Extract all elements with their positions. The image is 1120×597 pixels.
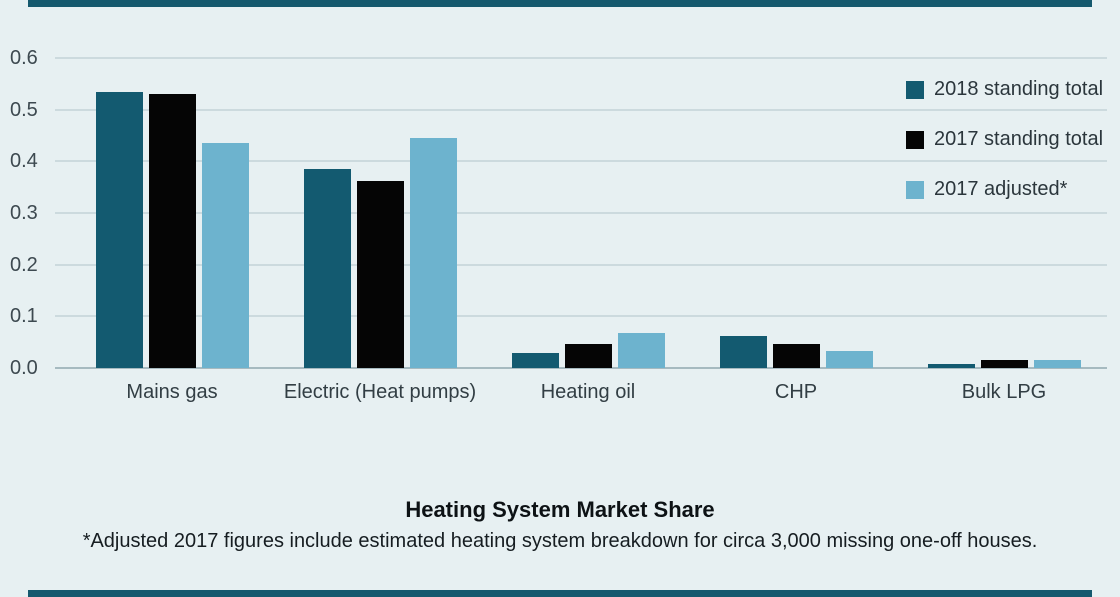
gridline-0.5 bbox=[55, 108, 1107, 111]
bottom-accent-bar bbox=[28, 590, 1092, 597]
bar-2017-standing-total bbox=[772, 344, 820, 368]
bar-2017-standing-total bbox=[564, 344, 612, 368]
bar-2017-adjusted- bbox=[201, 143, 249, 368]
chart-footnote: *Adjusted 2017 figures include estimated… bbox=[82, 530, 1038, 552]
legend-item: 2017 adjusted* bbox=[906, 178, 1067, 201]
bar-group-mains-gas bbox=[95, 0, 249, 368]
bar-2017-adjusted- bbox=[1033, 360, 1081, 368]
y-tick-label-0.0: 0.0 bbox=[10, 357, 38, 379]
bar-group-electric-heat-pumps- bbox=[303, 0, 457, 368]
y-tick-label-0.6: 0.6 bbox=[10, 46, 38, 69]
gridline-0.3 bbox=[55, 211, 1107, 214]
y-tick-label-0.1: 0.1 bbox=[10, 305, 38, 328]
top-accent-bar bbox=[28, 0, 1092, 7]
legend-swatch-icon bbox=[906, 80, 924, 99]
x-axis-label-bulk-lpg: Bulk LPG bbox=[961, 381, 1047, 403]
chart-title: Heating System Market Share bbox=[405, 497, 715, 522]
bar-group-chp bbox=[719, 0, 873, 368]
y-tick-label-0.4: 0.4 bbox=[10, 150, 38, 173]
y-tick-label-0.3: 0.3 bbox=[10, 201, 38, 224]
bar-2018-standing-total bbox=[95, 92, 143, 368]
gridline-0.6 bbox=[55, 56, 1107, 59]
bar-2018-standing-total bbox=[303, 169, 351, 368]
bar-2018-standing-total bbox=[719, 336, 767, 368]
gridline-0.2 bbox=[55, 263, 1107, 266]
bar-group-heating-oil bbox=[511, 0, 665, 368]
legend-label: 2018 standing total bbox=[934, 78, 1104, 100]
x-axis-label-mains-gas: Mains gas bbox=[126, 381, 218, 403]
legend-swatch-icon bbox=[906, 130, 924, 149]
bar-2017-standing-total bbox=[148, 94, 196, 368]
plot-area: 0.0 0.1 0.2 0.3 0.4 0.5 0.6 Mains gas Electric … bbox=[10, 0, 1107, 403]
bar-2017-standing-total bbox=[980, 360, 1028, 368]
bar-2018-standing-total bbox=[927, 364, 975, 368]
legend-item: 2018 standing total bbox=[906, 78, 1103, 101]
legend-swatch-icon bbox=[906, 180, 924, 199]
gridline-0.1 bbox=[55, 315, 1107, 318]
bar-2017-adjusted- bbox=[825, 351, 873, 368]
bar-2017-standing-total bbox=[356, 181, 404, 368]
legend-item: 2017 standing total bbox=[906, 128, 1103, 151]
bar-2017-adjusted- bbox=[409, 138, 457, 368]
bar-2017-adjusted- bbox=[617, 333, 665, 368]
x-axis-label-heating-oil: Heating oil bbox=[540, 381, 636, 403]
gridline-0.4 bbox=[55, 160, 1107, 163]
x-axis-label-electric-heat-pumps-: Electric (Heat pumps) bbox=[283, 381, 477, 403]
bar-2018-standing-total bbox=[511, 353, 559, 368]
x-axis-label-chp: CHP bbox=[774, 381, 818, 403]
y-tick-label-0.2: 0.2 bbox=[10, 253, 38, 276]
legend-label: 2017 adjusted* bbox=[934, 178, 1068, 200]
legend-label: 2017 standing total bbox=[934, 128, 1104, 150]
y-tick-label-0.5: 0.5 bbox=[10, 98, 38, 121]
bar-group-bulk-lpg bbox=[927, 0, 1081, 368]
x-axis-line bbox=[55, 367, 1107, 369]
